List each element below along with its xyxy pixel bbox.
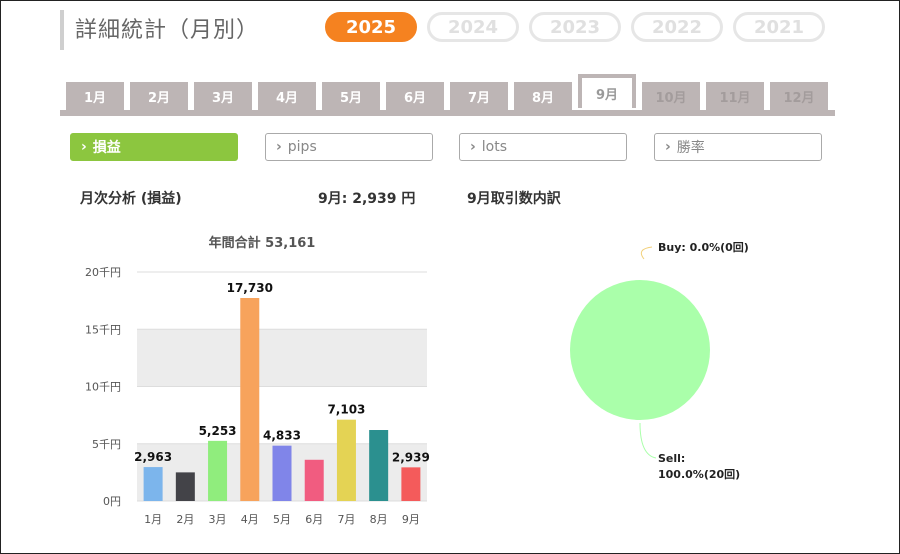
bar — [272, 445, 292, 501]
x-tick-label: 3月 — [209, 513, 227, 526]
trade-breakdown-title: 9月取引数内訳 — [467, 191, 561, 207]
year-tab-2022[interactable]: 2022 — [631, 12, 723, 42]
x-tick-label: 4月 — [241, 513, 259, 526]
y-tick-label: 0円 — [103, 495, 121, 508]
bar — [401, 467, 421, 501]
bar-data-label: 17,730 — [227, 281, 273, 295]
year-tab-2024[interactable]: 2024 — [427, 12, 519, 42]
month-tab-3[interactable]: 3月 — [194, 82, 252, 110]
x-tick-label: 2月 — [176, 513, 194, 526]
x-tick-label: 7月 — [337, 513, 355, 526]
pie-label-buy: Buy: 0.0%(0回) — [658, 240, 749, 254]
metric-label: 勝率 — [676, 140, 705, 156]
sell-label-connector — [639, 422, 657, 459]
month-tab-11[interactable]: 11月 — [706, 82, 764, 110]
month-tab-8[interactable]: 8月 — [514, 82, 572, 110]
chevron-right-icon: › — [470, 139, 476, 155]
pie-slice-sell — [570, 280, 710, 420]
month-tab-10[interactable]: 10月 — [642, 82, 700, 110]
bar — [240, 297, 260, 501]
year-tab-2023[interactable]: 2023 — [529, 12, 621, 42]
month-value: 9月: 2,939 円 — [318, 191, 416, 207]
year-selector: 2025 2024 2023 2022 2021 — [325, 12, 825, 42]
bar-data-label: 2,939 — [392, 450, 430, 464]
month-tab-9[interactable]: 9月 — [578, 74, 636, 108]
x-tick-label: 8月 — [370, 513, 388, 526]
metric-button-winrate[interactable]: › 勝率 — [654, 133, 822, 161]
bar-data-label: 7,103 — [327, 403, 365, 417]
x-tick-label: 9月 — [402, 513, 420, 526]
year-tab-2025[interactable]: 2025 — [325, 12, 417, 42]
y-tick-label: 15千円 — [85, 323, 121, 336]
bar — [143, 467, 163, 501]
chevron-right-icon: › — [665, 139, 671, 155]
x-tick-label: 5月 — [273, 513, 291, 526]
metric-button-lots[interactable]: › lots — [459, 133, 627, 161]
bar-data-label: 2,963 — [134, 450, 172, 464]
plot-band — [137, 329, 427, 387]
bar — [336, 419, 356, 501]
metric-label: 損益 — [92, 140, 121, 156]
bar — [175, 472, 195, 501]
bar-data-label: 4,833 — [263, 429, 301, 443]
metric-label: lots — [481, 139, 508, 155]
pie-label-sell-name: Sell: — [658, 452, 685, 465]
x-tick-label: 1月 — [144, 513, 162, 526]
bar — [369, 430, 389, 501]
y-tick-label: 10千円 — [85, 381, 121, 394]
month-tab-5[interactable]: 5月 — [322, 82, 380, 110]
chart-title: 年間合計 53,161 — [209, 235, 316, 251]
year-tab-2021[interactable]: 2021 — [733, 12, 825, 42]
month-tabs: 1月 2月 3月 4月 5月 6月 7月 8月 9月 10月 11月 12月 — [60, 74, 835, 116]
y-tick-label: 5千円 — [92, 438, 121, 451]
month-tab-1[interactable]: 1月 — [66, 82, 124, 110]
month-tab-6[interactable]: 6月 — [386, 82, 444, 110]
metric-label: pips — [287, 139, 317, 155]
metric-button-profit[interactable]: › 損益 — [70, 133, 238, 161]
month-tab-2[interactable]: 2月 — [130, 82, 188, 110]
month-tab-7[interactable]: 7月 — [450, 82, 508, 110]
page-title: 詳細統計（月別） — [75, 18, 260, 43]
y-tick-label: 20千円 — [85, 266, 121, 279]
chevron-right-icon: › — [276, 139, 282, 155]
pie-label-sell-value: 100.0%(20回) — [658, 467, 740, 481]
chevron-right-icon: › — [81, 139, 87, 155]
month-tab-12[interactable]: 12月 — [770, 82, 828, 110]
x-tick-label: 6月 — [305, 513, 323, 526]
monthly-analysis-title: 月次分析 (損益) — [80, 191, 182, 207]
bar-data-label: 5,253 — [199, 424, 237, 438]
bar — [304, 459, 324, 501]
bar — [208, 440, 228, 501]
buy-label-connector — [640, 246, 653, 260]
trade-pie-chart: Buy: 0.0%(0回) Sell: 100.0%(20回) — [570, 240, 749, 481]
title-accent-bar — [60, 10, 64, 50]
month-tab-4[interactable]: 4月 — [258, 82, 316, 110]
metric-button-pips[interactable]: › pips — [265, 133, 433, 161]
